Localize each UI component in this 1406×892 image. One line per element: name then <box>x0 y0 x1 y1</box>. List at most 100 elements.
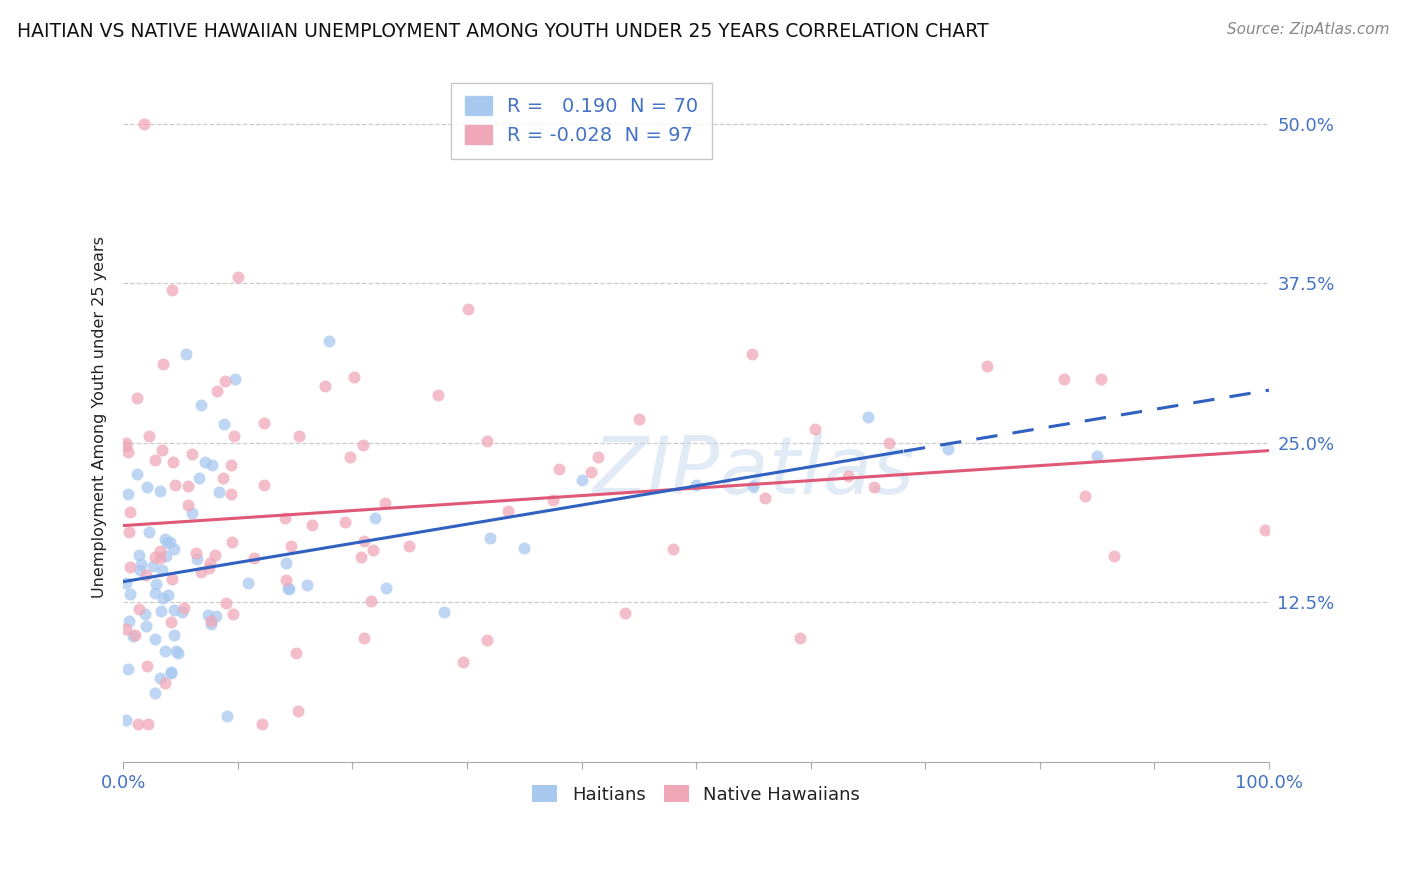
Point <box>142 558 165 573</box>
Point <box>541 492 564 507</box>
Point <box>274 574 297 588</box>
Point <box>198 556 221 570</box>
Point <box>181 506 204 520</box>
Text: HAITIAN VS NATIVE HAWAIIAN UNEMPLOYMENT AMONG YOUTH UNDER 25 YEARS CORRELATION C: HAITIAN VS NATIVE HAWAIIAN UNEMPLOYMENT … <box>17 22 988 41</box>
Point <box>197 607 219 622</box>
Point <box>627 412 650 426</box>
Point <box>120 505 142 519</box>
Point <box>212 417 235 431</box>
Point <box>138 524 160 539</box>
Point <box>217 708 239 723</box>
Point <box>163 477 186 491</box>
Point <box>661 542 683 557</box>
Point <box>159 535 181 549</box>
Point <box>586 450 609 464</box>
Point <box>125 467 148 481</box>
Point <box>160 283 183 297</box>
Point <box>1102 549 1125 563</box>
Point <box>194 455 217 469</box>
Point <box>333 515 356 529</box>
Point <box>201 458 224 472</box>
Point <box>145 577 167 591</box>
Point <box>114 575 136 590</box>
Point <box>513 541 536 555</box>
Point <box>118 559 141 574</box>
Point <box>150 563 173 577</box>
Point <box>222 429 245 443</box>
Point <box>177 479 200 493</box>
Point <box>114 623 136 637</box>
Point <box>352 438 374 452</box>
Point <box>143 686 166 700</box>
Point <box>789 631 811 645</box>
Point <box>176 346 198 360</box>
Point <box>398 539 420 553</box>
Point <box>114 714 136 728</box>
Point <box>226 270 249 285</box>
Point <box>243 551 266 566</box>
Point <box>579 466 602 480</box>
Point <box>451 655 474 669</box>
Point <box>204 548 226 562</box>
Point <box>837 469 859 483</box>
Point <box>184 546 207 560</box>
Point <box>478 531 501 545</box>
Point <box>124 628 146 642</box>
Point <box>287 704 309 718</box>
Point <box>177 498 200 512</box>
Point <box>433 606 456 620</box>
Point <box>122 629 145 643</box>
Point <box>205 608 228 623</box>
Point <box>153 532 176 546</box>
Point <box>125 391 148 405</box>
Point <box>128 549 150 563</box>
Point <box>238 576 260 591</box>
Point <box>190 398 212 412</box>
Point <box>149 543 172 558</box>
Point <box>457 302 479 317</box>
Point <box>862 480 884 494</box>
Point <box>353 632 375 646</box>
Point <box>132 117 155 131</box>
Point <box>976 359 998 374</box>
Point <box>754 491 776 505</box>
Point <box>475 633 498 648</box>
Point <box>186 551 208 566</box>
Point <box>685 478 707 492</box>
Point <box>136 658 159 673</box>
Point <box>613 606 636 620</box>
Point <box>360 594 382 608</box>
Point <box>301 518 323 533</box>
Point <box>128 564 150 578</box>
Point <box>167 647 190 661</box>
Point <box>936 442 959 457</box>
Point <box>198 561 221 575</box>
Point <box>339 450 361 464</box>
Point <box>117 662 139 676</box>
Point <box>475 434 498 448</box>
Point <box>170 605 193 619</box>
Point <box>156 536 179 550</box>
Point <box>166 644 188 658</box>
Point <box>205 384 228 398</box>
Point <box>212 471 235 485</box>
Point <box>135 568 157 582</box>
Point <box>114 435 136 450</box>
Point <box>253 477 276 491</box>
Point <box>156 588 179 602</box>
Point <box>160 666 183 681</box>
Point <box>1053 372 1076 386</box>
Point <box>280 539 302 553</box>
Point <box>353 533 375 548</box>
Point <box>221 535 243 549</box>
Point <box>150 442 173 457</box>
Point <box>285 646 308 660</box>
Point <box>548 462 571 476</box>
Point <box>149 550 172 565</box>
Point <box>374 581 396 595</box>
Point <box>188 471 211 485</box>
Point <box>143 585 166 599</box>
Point <box>190 565 212 579</box>
Point <box>118 614 141 628</box>
Point <box>150 604 173 618</box>
